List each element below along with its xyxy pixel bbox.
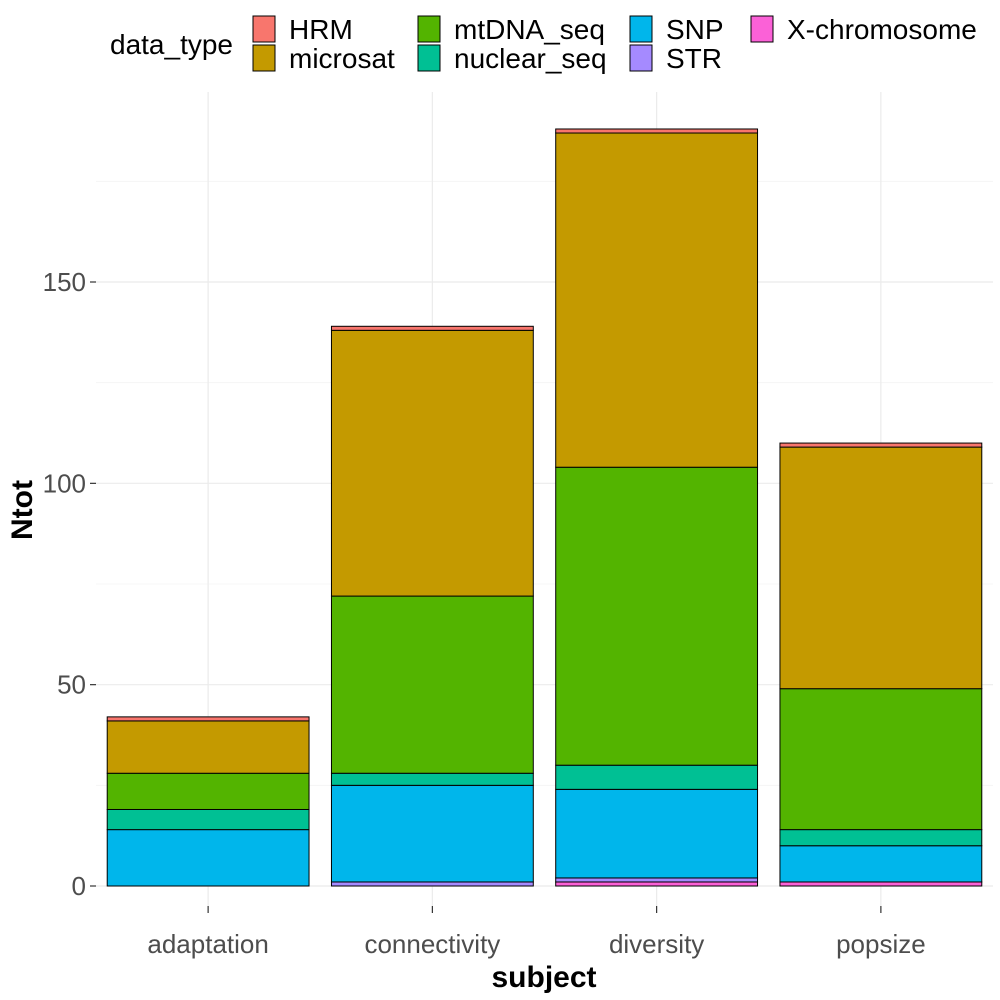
bar-diversity-mtDNA_seq [555,466,759,766]
y-tick-label: 50 [57,670,86,700]
bar-popsize-nuclear_seq [779,829,983,847]
x-tick-label-diversity: diversity [609,929,704,959]
bar-diversity-X-chromosome [555,881,759,887]
y-tick-label: 150 [43,267,86,297]
bar-popsize-HRM [779,442,983,448]
legend-label-HRM: HRM [289,14,353,45]
bars [106,128,983,887]
bar-adaptation-mtDNA_seq [106,772,310,810]
legend-label-X-chromosome: X-chromosome [787,14,977,45]
bar-adaptation-nuclear_seq [106,808,310,831]
legend-swatch-mtDNA_seq [417,15,441,43]
bar-diversity-HRM [555,128,759,134]
axes: 0 50 100 150 adaptation connectivity diversity… [43,267,926,959]
bar-connectivity-STR [330,881,534,887]
x-tick-label-popsize: popsize [836,929,926,959]
bar-diversity-microsat [555,132,759,468]
bar-connectivity-nuclear_seq [330,772,534,786]
legend-swatch-STR [629,44,653,72]
x-tick-label-connectivity: connectivity [364,929,500,959]
y-tick-label: 0 [72,871,86,901]
bar-adaptation-microsat [106,720,310,774]
bar-diversity-nuclear_seq [555,764,759,790]
y-tick-label: 100 [43,468,86,498]
legend-label-SNP: SNP [666,14,724,45]
bar-popsize-X-chromosome [779,881,983,887]
bar-popsize-microsat [779,446,983,690]
bar-connectivity-microsat [330,329,534,597]
bar-diversity-STR [555,877,759,883]
legend-title: data_type [110,29,233,60]
legend-swatch-X-chromosome [750,15,774,43]
legend-swatch-microsat [252,44,276,72]
y-axis-title: Ntot [6,480,39,540]
legend-swatch-SNP [629,15,653,43]
legend-swatch-nuclear_seq [417,44,441,72]
bar-adaptation-SNP [106,829,310,887]
x-axis-title: subject [491,961,596,994]
bar-connectivity-SNP [330,784,534,883]
legend-label-STR: STR [666,43,722,74]
bar-popsize-SNP [779,845,983,883]
bar-adaptation-HRM [106,716,310,722]
bar-connectivity-mtDNA_seq [330,595,534,774]
legend-label-mtDNA_seq: mtDNA_seq [454,14,605,45]
x-tick-label-adaptation: adaptation [147,929,268,959]
legend-label-microsat: microsat [289,43,395,74]
bar-popsize-mtDNA_seq [779,688,983,831]
legend-label-nuclear_seq: nuclear_seq [454,43,607,74]
bar-connectivity-HRM [330,325,534,331]
bar-diversity-SNP [555,788,759,879]
legend-swatch-HRM [252,15,276,43]
